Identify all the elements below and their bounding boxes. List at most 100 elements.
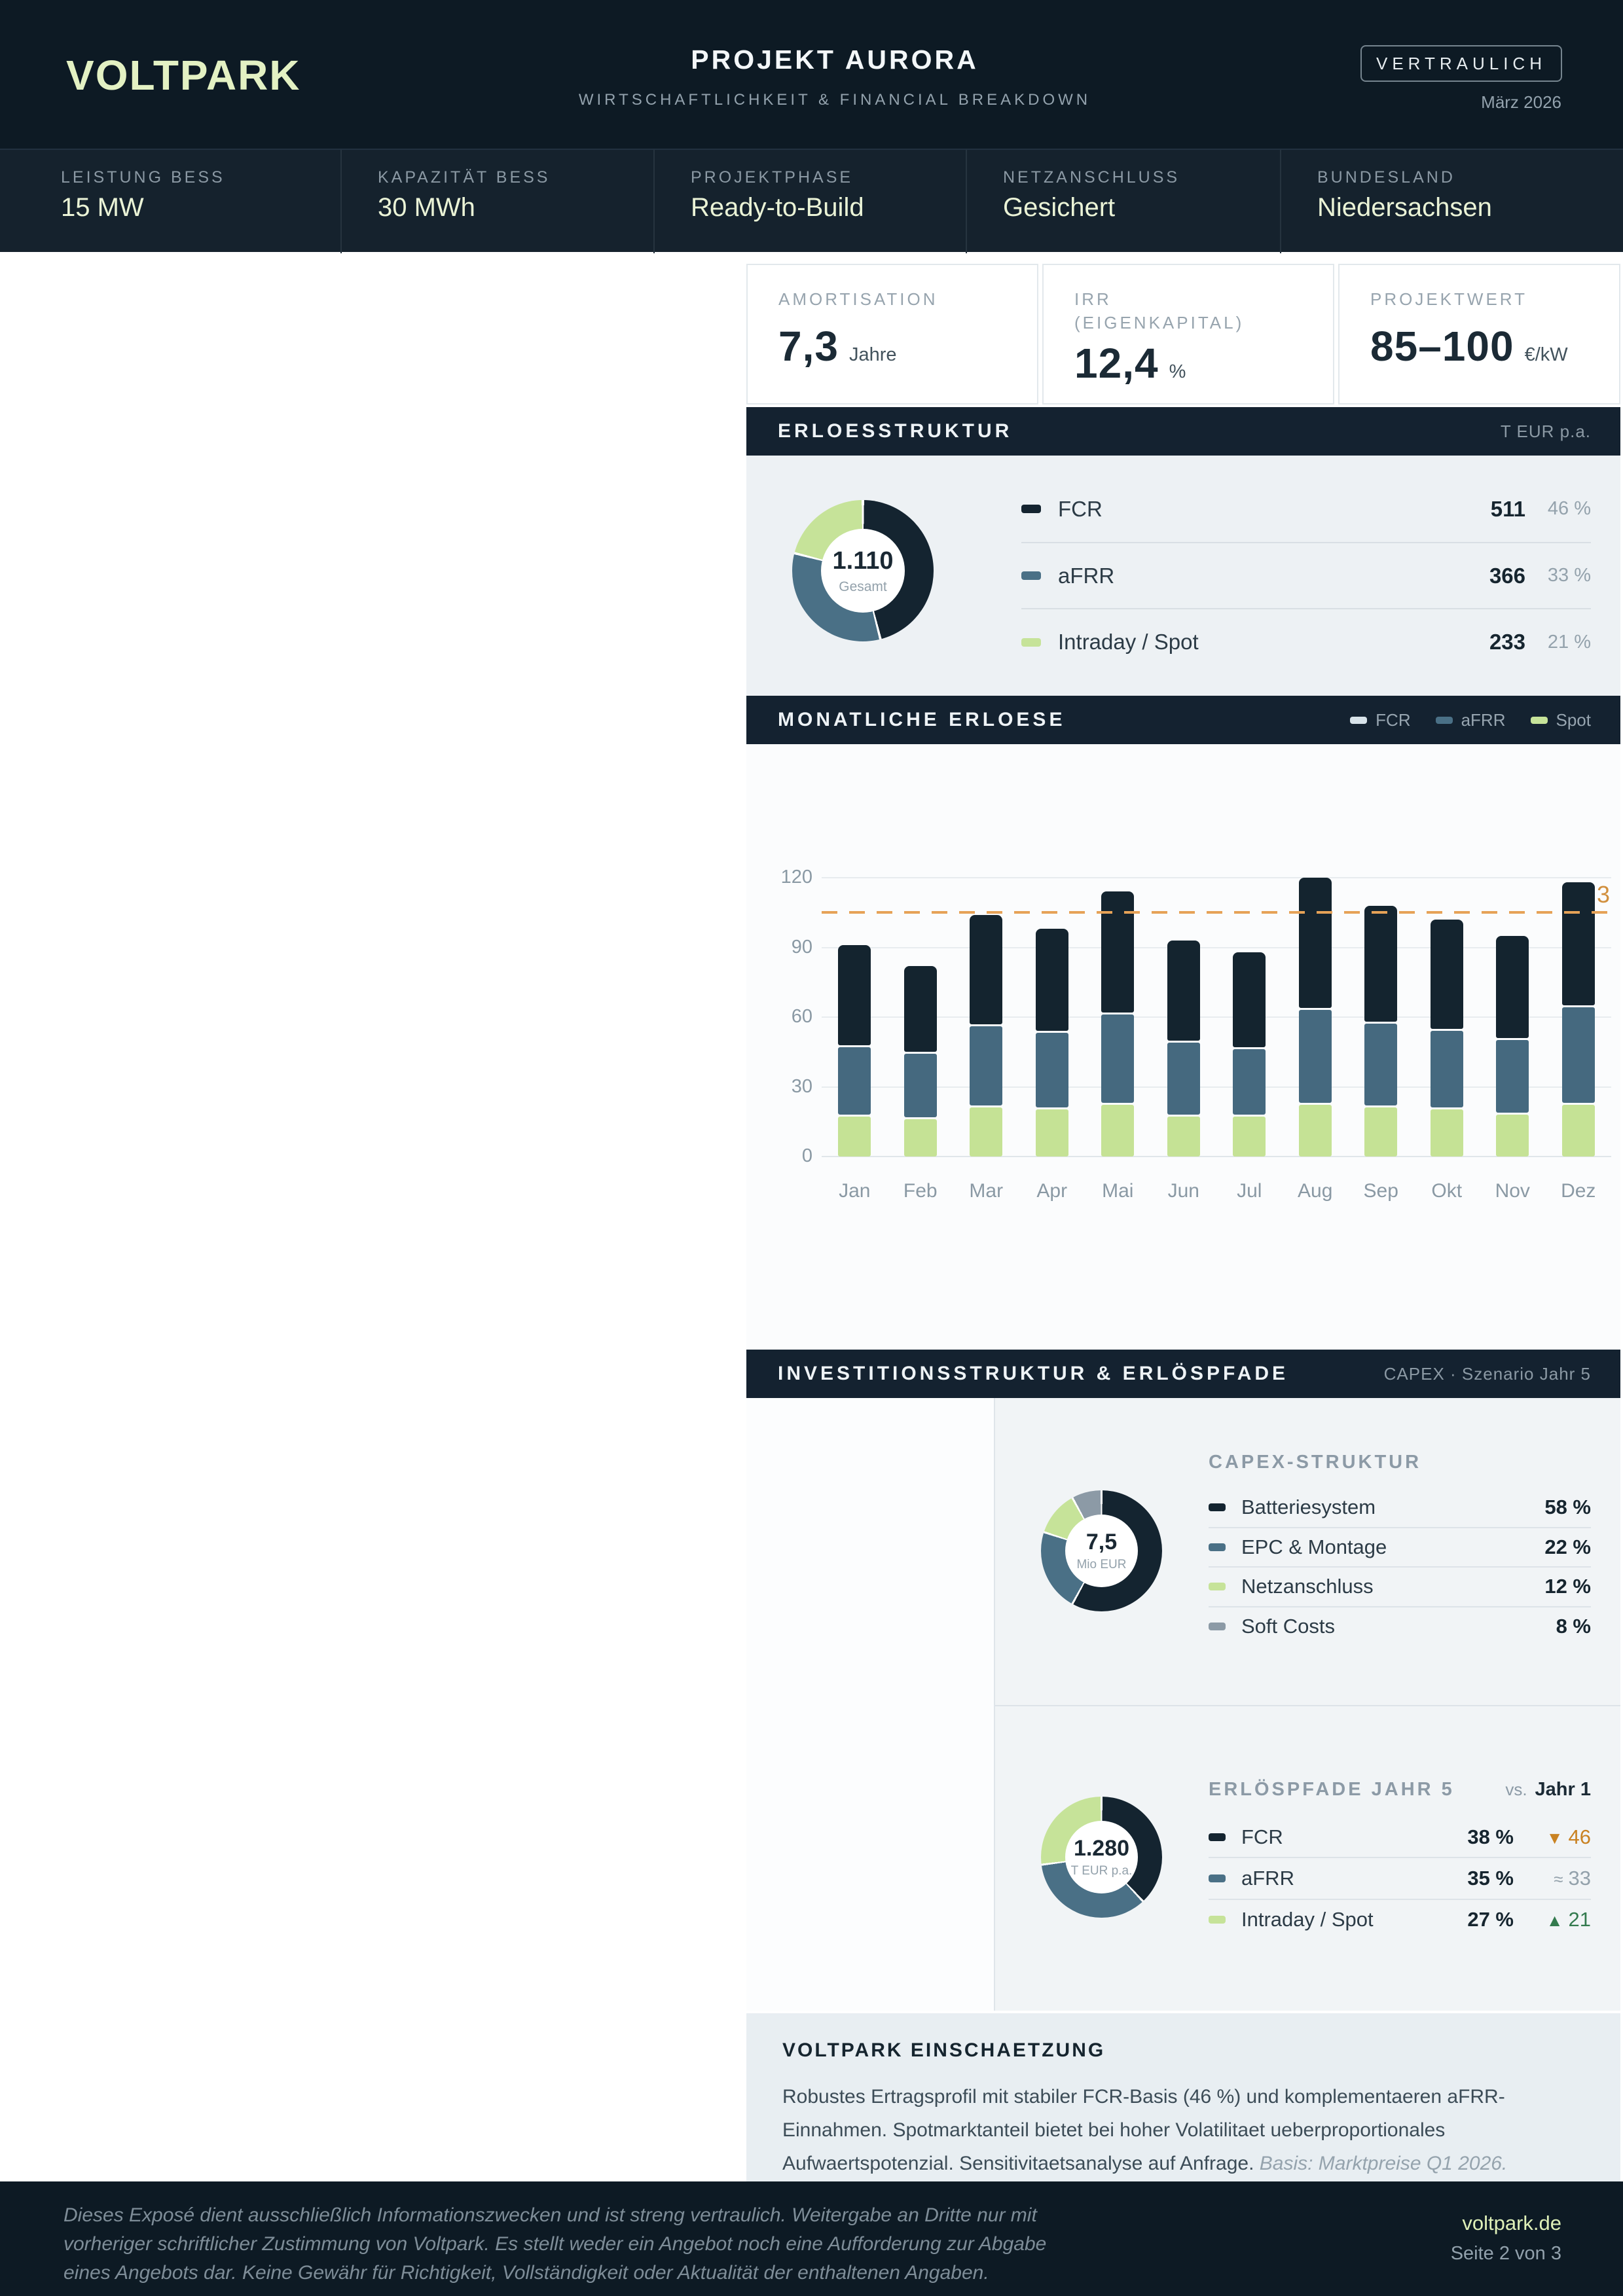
bar-segment-afrr xyxy=(1233,1049,1266,1115)
x-axis-label: Mai xyxy=(1102,1180,1134,1202)
assessment-box: VOLTPARK EINSCHAETZUNG Robustes Ertragsp… xyxy=(746,2013,1620,2181)
website-link[interactable]: voltpark.de xyxy=(1462,2212,1561,2234)
capex-list: Batteriesystem 58 % EPC & Montage 22 % N… xyxy=(1209,1488,1591,1645)
confidential-badge: VERTRAULICH xyxy=(1360,45,1562,82)
bar-segment-spot xyxy=(903,1119,937,1157)
section-title: INVESTITIONSSTRUKTUR & ERLÖSPFADE xyxy=(778,1363,1289,1384)
vertical-divider xyxy=(994,1398,995,2011)
stat-label: NETZANSCHLUSS xyxy=(1003,168,1180,187)
bar-column-sep: Sep xyxy=(1348,878,1414,1202)
legend-item-afrr: aFRR xyxy=(1435,710,1506,730)
section-title: MONATLICHE ERLOESE xyxy=(778,709,1066,730)
stat-label: PROJEKTPHASE xyxy=(691,168,854,187)
kpi-value: 7,3 xyxy=(778,323,839,370)
bar-segment-afrr xyxy=(1298,1009,1332,1103)
spot-swatch-icon xyxy=(1021,637,1041,647)
delta-indicator: ≈ 33 xyxy=(1554,1866,1591,1890)
list-item: Intraday / Spot 27 % ▲ 21 xyxy=(1209,1898,1591,1940)
bar-segment-spot xyxy=(1496,1114,1529,1157)
page-header: VOLTPARK PROJEKT AURORA WIRTSCHAFTLICHKE… xyxy=(0,0,1623,149)
disclaimer: Dieses Exposé dient ausschließlich Infor… xyxy=(64,2204,1047,2284)
list-item: FCR 38 % ▼ 46 xyxy=(1209,1817,1591,1857)
vs-value: Jahr 1 xyxy=(1535,1779,1591,1800)
spot-swatch-icon xyxy=(1530,716,1548,724)
erloesstruktur-body: 1.110 Gesamt FCR 511 46 % aFRR 366 33 % … xyxy=(746,456,1620,696)
fcr-swatch-icon xyxy=(1021,505,1041,514)
y-axis-tick: 120 xyxy=(780,867,812,888)
bar-column-okt: Okt xyxy=(1414,878,1480,1202)
chart-legend: FCR aFRR Spot xyxy=(1350,710,1591,730)
x-axis-label: Dez xyxy=(1561,1180,1596,1202)
netz-swatch-icon xyxy=(1209,1583,1226,1591)
gridline xyxy=(822,946,1611,948)
bar-column-jun: Jun xyxy=(1151,878,1217,1202)
list-item: FCR 511 46 % xyxy=(1021,476,1591,542)
stat-leistung: LEISTUNG BESS 15 MW xyxy=(0,150,340,253)
bar-segment-fcr xyxy=(1233,952,1266,1048)
list-item: EPC & Montage 22 % xyxy=(1209,1526,1591,1567)
document-date: März 2026 xyxy=(1481,92,1561,112)
donut-total-label: T EUR p.a. xyxy=(1070,1864,1133,1878)
delta-indicator: ▼ 46 xyxy=(1546,1825,1591,1848)
stat-bundesland: BUNDESLAND Niedersachsen xyxy=(1280,150,1623,253)
x-axis-label: Sep xyxy=(1363,1180,1398,1202)
list-item: aFRR 35 % ≈ 33 xyxy=(1209,1857,1591,1898)
invest-right-panel: 7,5 Mio EUR CAPEX-STRUKTUR Batteriesyste… xyxy=(995,1398,1620,2011)
kpi-unit: €/kW xyxy=(1524,344,1568,365)
bar-segment-spot xyxy=(1233,1117,1266,1157)
bar-column-jul: Jul xyxy=(1216,878,1283,1202)
page-number: Seite 2 von 3 xyxy=(1450,2243,1561,2264)
assessment-title: VOLTPARK EINSCHAETZUNG xyxy=(782,2039,1106,2061)
y-axis-tick: 60 xyxy=(791,1006,812,1027)
stat-value: 15 MW xyxy=(61,193,144,222)
capex-title: CAPEX-STRUKTUR xyxy=(1209,1452,1422,1473)
x-axis-label: Mar xyxy=(969,1180,1004,1202)
donut-total: 7,5 xyxy=(1085,1530,1118,1554)
kpi-unit: % xyxy=(1169,361,1186,382)
afrr-swatch-icon xyxy=(1021,571,1041,580)
kpi-label: PROJEKTWERT xyxy=(1370,289,1527,309)
bar-segment-afrr xyxy=(838,1047,871,1115)
bar-segment-afrr xyxy=(1364,1024,1398,1105)
bar-segment-spot xyxy=(1167,1117,1200,1157)
x-axis-label: Apr xyxy=(1036,1180,1068,1202)
list-item: Netzanschluss 12 % xyxy=(1209,1566,1591,1606)
bar-segment-afrr xyxy=(1430,1030,1463,1108)
bar-column-mai: Mai xyxy=(1085,878,1151,1202)
bar-segment-spot xyxy=(1430,1109,1463,1157)
softcosts-swatch-icon xyxy=(1209,1622,1226,1630)
vs-label: vs. xyxy=(1505,1780,1527,1799)
donut-total: 1.280 xyxy=(1073,1836,1130,1861)
gridline xyxy=(822,1016,1611,1018)
list-item: aFRR 366 33 % xyxy=(1021,541,1591,609)
kpi-label: IRR (EIGENKAPITAL) xyxy=(1074,289,1245,332)
bar-column-aug: Aug xyxy=(1283,878,1349,1202)
reference-line-label: 3 xyxy=(1596,881,1610,908)
list-item: Batteriesystem 58 % xyxy=(1209,1488,1591,1527)
bar-column-apr: Apr xyxy=(1019,878,1085,1202)
bar-segment-spot xyxy=(1364,1107,1398,1157)
bar-column-jan: Jan xyxy=(822,878,888,1202)
bar-segment-spot xyxy=(1298,1105,1332,1157)
assessment-text: Robustes Ertragsprofil mit stabiler FCR-… xyxy=(782,2086,1508,2174)
page-footer: Dieses Exposé dient ausschließlich Infor… xyxy=(0,2181,1623,2296)
monthly-revenue-card: 0 30 60 90 120 Jan Feb Mar Apr Mai Jun Jul Aug Sep Okt… xyxy=(746,744,1620,1350)
title-block: PROJEKT AURORA WIRTSCHAFTLICHKEIT & FINA… xyxy=(419,45,1250,109)
kpi-value: 12,4 xyxy=(1074,340,1159,387)
section-subtitle: CAPEX · Szenario Jahr 5 xyxy=(1383,1363,1591,1384)
bar-segment-spot xyxy=(1101,1105,1135,1157)
bar-segment-fcr xyxy=(1101,891,1135,1013)
bar-column-feb: Feb xyxy=(888,878,954,1202)
erloespfade-title: ERLÖSPFADE JAHR 5 xyxy=(1209,1779,1455,1800)
page-subtitle: WIRTSCHAFTLICHKEIT & FINANCIAL BREAKDOWN xyxy=(578,91,1091,109)
x-axis-label: Feb xyxy=(903,1180,938,1202)
gridline xyxy=(822,1086,1611,1088)
legend-item-spot: Spot xyxy=(1530,710,1591,730)
kpi-unit: Jahre xyxy=(848,344,897,365)
x-axis-label: Jun xyxy=(1167,1180,1199,1202)
page-title: PROJEKT AURORA xyxy=(691,45,979,75)
bar-segment-afrr xyxy=(970,1026,1003,1105)
afrr-swatch-icon xyxy=(1435,716,1453,724)
kpi-label: AMORTISATION xyxy=(778,289,938,309)
approx-icon: ≈ xyxy=(1554,1869,1563,1889)
